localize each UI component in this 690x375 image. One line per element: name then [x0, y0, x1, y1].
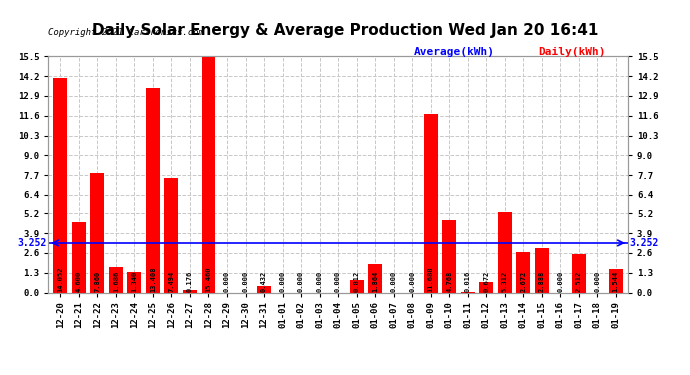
Bar: [72, 222, 86, 292]
Text: 2.888: 2.888: [539, 271, 545, 292]
Bar: [480, 282, 493, 292]
Text: 3.252: 3.252: [17, 238, 46, 248]
Bar: [183, 290, 197, 292]
Text: 0.000: 0.000: [279, 271, 286, 292]
Bar: [535, 249, 549, 292]
Bar: [497, 211, 512, 292]
Text: 0.000: 0.000: [298, 271, 304, 292]
Text: 3.252: 3.252: [630, 238, 659, 248]
Text: 7.860: 7.860: [95, 271, 100, 292]
Text: 14.052: 14.052: [57, 267, 63, 292]
Text: 4.600: 4.600: [76, 271, 82, 292]
Text: 11.688: 11.688: [428, 267, 434, 292]
Text: 0.000: 0.000: [317, 271, 323, 292]
Text: 1.864: 1.864: [372, 271, 378, 292]
Bar: [128, 272, 141, 292]
Text: 7.494: 7.494: [168, 271, 175, 292]
Text: 13.408: 13.408: [150, 267, 156, 292]
Bar: [257, 286, 271, 292]
Text: 0.016: 0.016: [465, 271, 471, 292]
Text: 0.812: 0.812: [353, 271, 359, 292]
Text: Copyright 2021 Cartronics.com: Copyright 2021 Cartronics.com: [48, 28, 204, 37]
Text: 0.672: 0.672: [483, 271, 489, 292]
Text: 0.000: 0.000: [335, 271, 341, 292]
Text: 1.686: 1.686: [113, 271, 119, 292]
Bar: [442, 220, 456, 292]
Text: 0.176: 0.176: [187, 271, 193, 292]
Text: 0.000: 0.000: [594, 271, 600, 292]
Text: 0.000: 0.000: [391, 271, 397, 292]
Text: 2.672: 2.672: [520, 271, 526, 292]
Text: 4.768: 4.768: [446, 271, 452, 292]
Bar: [350, 280, 364, 292]
Text: 0.000: 0.000: [242, 271, 248, 292]
Bar: [53, 78, 68, 292]
Bar: [516, 252, 530, 292]
Text: 2.512: 2.512: [576, 271, 582, 292]
Bar: [109, 267, 123, 292]
Text: 1.340: 1.340: [131, 271, 137, 292]
Bar: [90, 173, 104, 292]
Bar: [201, 57, 215, 292]
Text: Daily(kWh): Daily(kWh): [538, 47, 606, 57]
Text: Daily Solar Energy & Average Production Wed Jan 20 16:41: Daily Solar Energy & Average Production …: [92, 22, 598, 38]
Bar: [164, 178, 179, 292]
Text: 0.000: 0.000: [409, 271, 415, 292]
Text: 0.000: 0.000: [224, 271, 230, 292]
Bar: [146, 88, 160, 292]
Text: 1.544: 1.544: [613, 271, 619, 292]
Bar: [609, 269, 623, 292]
Text: 5.312: 5.312: [502, 271, 508, 292]
Text: Average(kWh): Average(kWh): [414, 47, 495, 57]
Bar: [572, 254, 586, 292]
Text: 15.460: 15.460: [206, 267, 211, 292]
Bar: [424, 114, 437, 292]
Text: 0.432: 0.432: [261, 271, 267, 292]
Bar: [368, 264, 382, 292]
Text: 0.000: 0.000: [558, 271, 563, 292]
